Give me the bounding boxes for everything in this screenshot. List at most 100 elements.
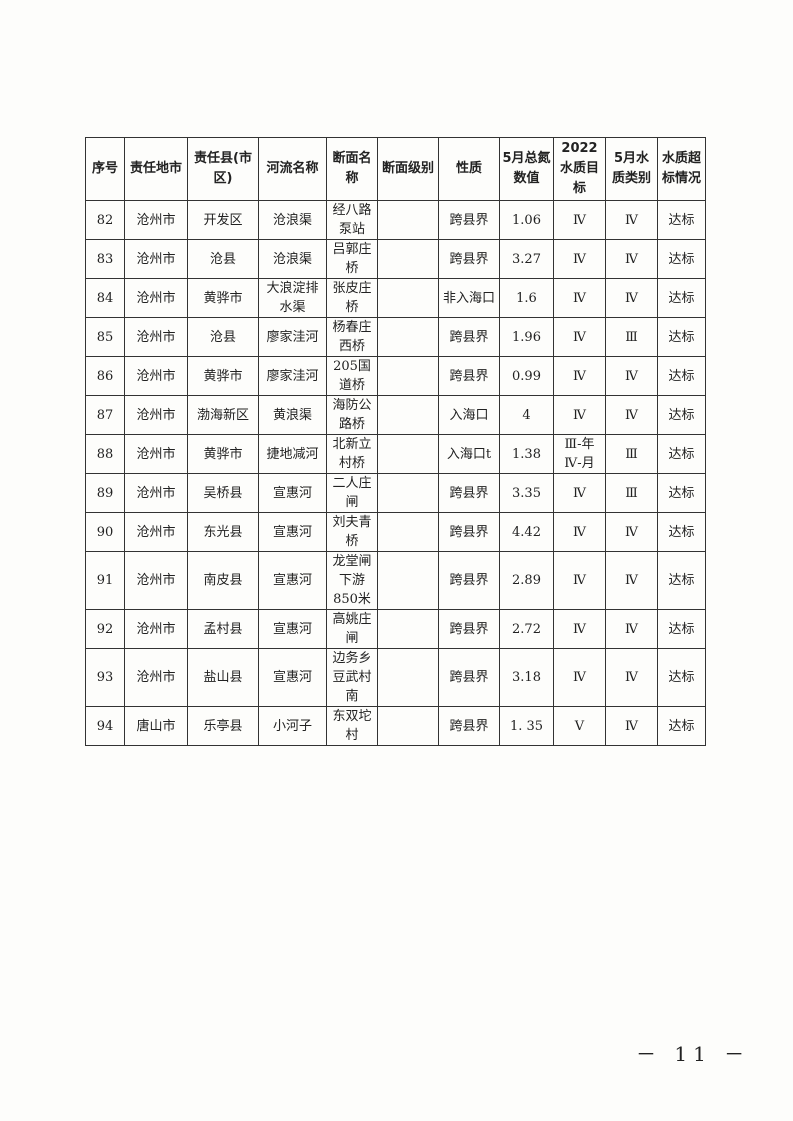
table-cell xyxy=(377,200,439,240)
table-cell: 沧县 xyxy=(187,317,259,357)
table-cell xyxy=(377,551,439,610)
table-cell: 跨县界 xyxy=(438,239,500,279)
table-cell: Ⅳ xyxy=(605,706,658,746)
table-cell: Ⅳ xyxy=(605,648,658,707)
table-cell: 沧浪渠 xyxy=(258,200,327,240)
table-cell: 跨县界 xyxy=(438,648,500,707)
table-cell: Ⅳ xyxy=(553,473,606,513)
page-number: － 11 － xyxy=(636,1042,751,1066)
table-cell: 跨县界 xyxy=(438,200,500,240)
column-header: 责任县(市区) xyxy=(187,137,259,201)
table-cell: Ⅳ xyxy=(605,356,658,396)
table-cell: 孟村县 xyxy=(187,609,259,649)
table-cell: 唐山市 xyxy=(124,706,188,746)
table-cell: Ⅳ xyxy=(553,200,606,240)
table-cell: 沧州市 xyxy=(124,239,188,279)
table-cell: 杨春庄西桥 xyxy=(326,317,378,357)
table-cell: 90 xyxy=(85,512,125,552)
table-cell xyxy=(377,648,439,707)
table-row: 91 沧州市 南皮县 宣惠河 龙堂闸下游850米 跨县界 2.89 Ⅳ Ⅳ 达标 xyxy=(85,551,706,610)
table-cell: 沧州市 xyxy=(124,609,188,649)
table-cell: 达标 xyxy=(657,512,706,552)
table-cell: Ⅳ xyxy=(605,512,658,552)
table-cell: 入海口 xyxy=(438,395,500,435)
table-cell: 达标 xyxy=(657,551,706,610)
table-cell: 大浪淀排水渠 xyxy=(258,278,327,318)
table-cell: 黄骅市 xyxy=(187,356,259,396)
table-cell: Ⅳ xyxy=(553,512,606,552)
table-cell: 宣惠河 xyxy=(258,648,327,707)
column-header: 河流名称 xyxy=(258,137,327,201)
table-cell: 达标 xyxy=(657,706,706,746)
table-cell: 86 xyxy=(85,356,125,396)
table-cell: 东光县 xyxy=(187,512,259,552)
table-cell: 非入海口 xyxy=(438,278,500,318)
table-cell: 3.35 xyxy=(499,473,554,513)
table-cell: 沧州市 xyxy=(124,317,188,357)
table-row: 84 沧州市 黄骅市 大浪淀排水渠 张皮庄桥 非入海口 1.6 Ⅳ Ⅳ 达标 xyxy=(85,278,706,318)
table-cell: Ⅳ xyxy=(605,551,658,610)
table-cell: 沧县 xyxy=(187,239,259,279)
column-header: 断面名称 xyxy=(326,137,378,201)
table-cell xyxy=(377,706,439,746)
table-cell: Ⅳ xyxy=(553,551,606,610)
table-cell: Ⅳ xyxy=(553,278,606,318)
table-cell: 跨县界 xyxy=(438,356,500,396)
table-cell: 3.18 xyxy=(499,648,554,707)
table-cell: 85 xyxy=(85,317,125,357)
table-cell: 宣惠河 xyxy=(258,512,327,552)
column-header: 水质超标情况 xyxy=(657,137,706,201)
table-row: 89 沧州市 吴桥县 宣惠河 二人庄闸 跨县界 3.35 Ⅳ Ⅲ 达标 xyxy=(85,473,706,513)
table-row: 94 唐山市 乐亭县 小河子 东双坨村 跨县界 1. 35 Ⅴ Ⅳ 达标 xyxy=(85,706,706,746)
table-cell: 廖家洼河 xyxy=(258,317,327,357)
table-row: 83 沧州市 沧县 沧浪渠 吕郭庄桥 跨县界 3.27 Ⅳ Ⅳ 达标 xyxy=(85,239,706,279)
table-cell: 205国道桥 xyxy=(326,356,378,396)
column-header: 5月总氮数值 xyxy=(499,137,554,201)
table-cell: 1.6 xyxy=(499,278,554,318)
column-header: 序号 xyxy=(85,137,125,201)
table-cell xyxy=(377,512,439,552)
table-cell: 沧州市 xyxy=(124,648,188,707)
table-cell: 1.96 xyxy=(499,317,554,357)
column-header: 责任地市 xyxy=(124,137,188,201)
table-cell: 廖家洼河 xyxy=(258,356,327,396)
table-cell: 开发区 xyxy=(187,200,259,240)
table-cell: Ⅳ xyxy=(605,609,658,649)
table-cell: 4.42 xyxy=(499,512,554,552)
table-row: 92 沧州市 孟村县 宣惠河 高姚庄闸 跨县界 2.72 Ⅳ Ⅳ 达标 xyxy=(85,609,706,649)
table-cell: 渤海新区 xyxy=(187,395,259,435)
table-cell: 入海口t xyxy=(438,434,500,474)
table-cell xyxy=(377,609,439,649)
table-cell: 跨县界 xyxy=(438,512,500,552)
table-cell xyxy=(377,356,439,396)
table-cell: 小河子 xyxy=(258,706,327,746)
table-cell: 沧州市 xyxy=(124,395,188,435)
table-cell xyxy=(377,317,439,357)
table-cell: 达标 xyxy=(657,200,706,240)
table-cell: 龙堂闸下游850米 xyxy=(326,551,378,610)
table-cell xyxy=(377,278,439,318)
table-cell: 达标 xyxy=(657,278,706,318)
table-cell: 宣惠河 xyxy=(258,609,327,649)
table-cell: Ⅳ xyxy=(553,317,606,357)
table-cell: 沧州市 xyxy=(124,434,188,474)
table-row: 85 沧州市 沧县 廖家洼河 杨春庄西桥 跨县界 1.96 Ⅳ Ⅲ 达标 xyxy=(85,317,706,357)
table-cell: 沧州市 xyxy=(124,278,188,318)
table-cell: 高姚庄闸 xyxy=(326,609,378,649)
table-cell: Ⅳ xyxy=(553,395,606,435)
table-row: 86 沧州市 黄骅市 廖家洼河 205国道桥 跨县界 0.99 Ⅳ Ⅳ 达标 xyxy=(85,356,706,396)
table-cell: 黄骅市 xyxy=(187,434,259,474)
table-cell: 二人庄闸 xyxy=(326,473,378,513)
table-cell: 84 xyxy=(85,278,125,318)
table-row: 93 沧州市 盐山县 宣惠河 边务乡豆武村南 跨县界 3.18 Ⅳ Ⅳ 达标 xyxy=(85,648,706,707)
table-row: 90 沧州市 东光县 宣惠河 刘夫青桥 跨县界 4.42 Ⅳ Ⅳ 达标 xyxy=(85,512,706,552)
table-cell: 东双坨村 xyxy=(326,706,378,746)
table-cell: 82 xyxy=(85,200,125,240)
header-row: 序号 责任地市 责任县(市区) 河流名称 断面名称 断面级别 性质 5月总氮数值 2022水质目… xyxy=(85,137,706,201)
table-cell: 87 xyxy=(85,395,125,435)
column-header: 断面级别 xyxy=(377,137,439,201)
table-cell: 跨县界 xyxy=(438,473,500,513)
table-cell: 南皮县 xyxy=(187,551,259,610)
table-cell: 宣惠河 xyxy=(258,473,327,513)
table-cell: 93 xyxy=(85,648,125,707)
